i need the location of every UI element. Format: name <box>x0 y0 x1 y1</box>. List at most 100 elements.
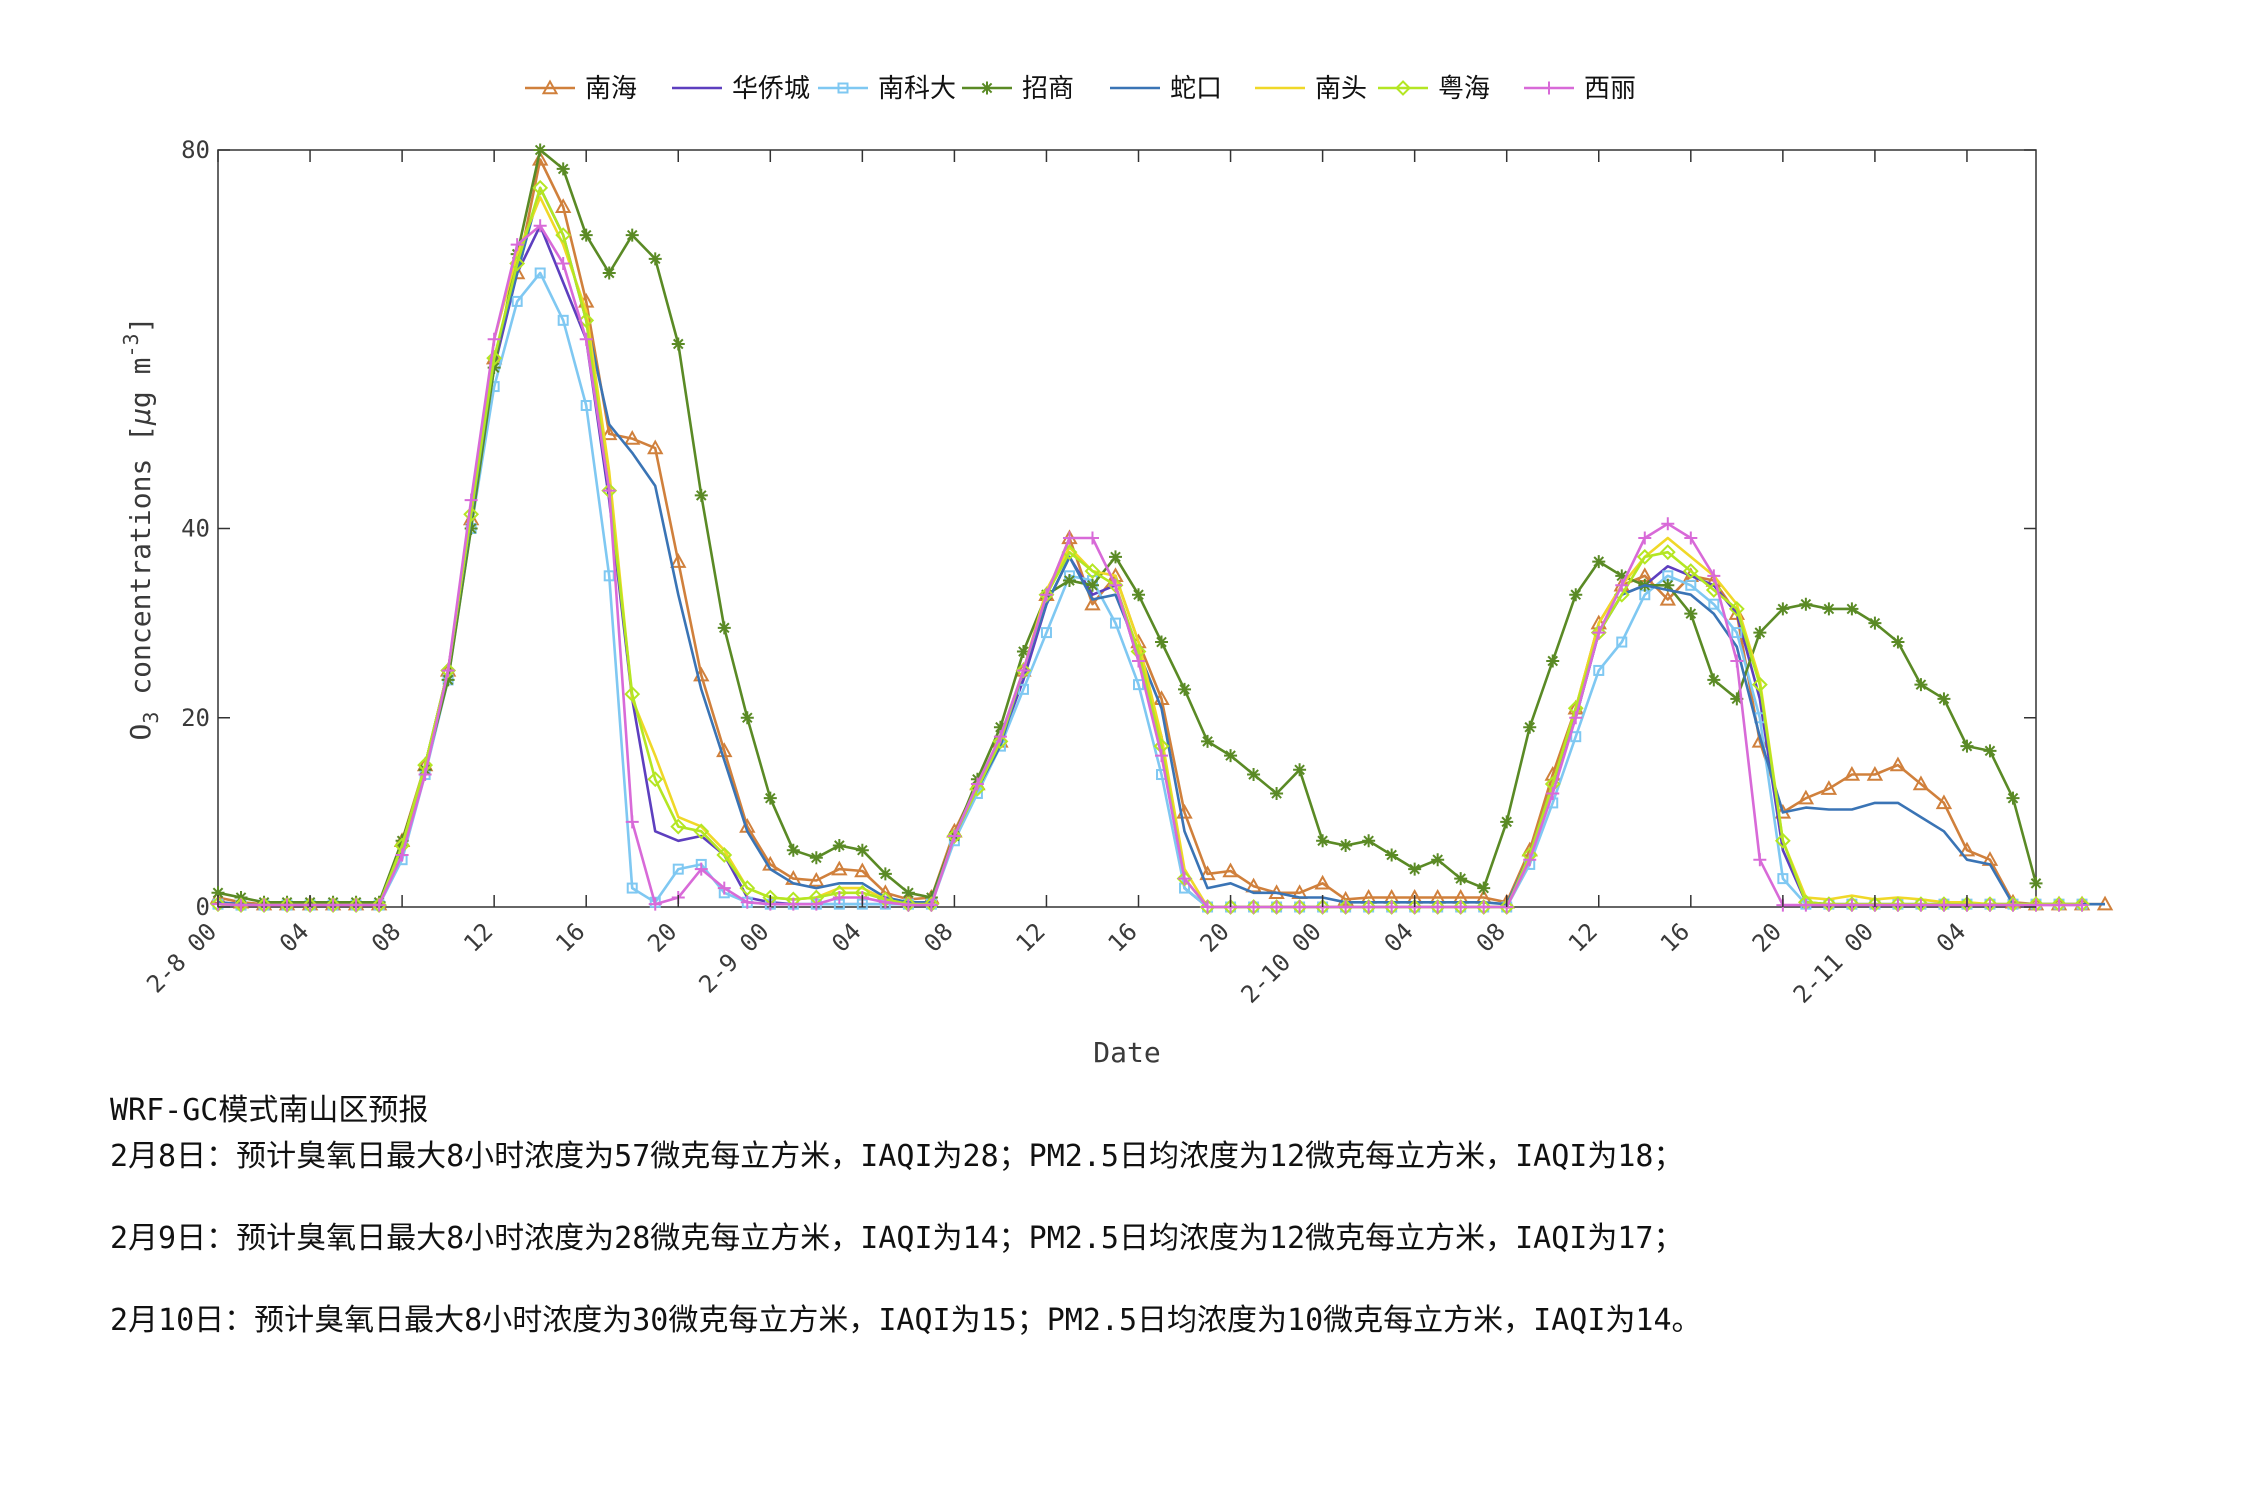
chart-legend: 南海 华侨城 南科大 招商 蛇口 南头 粤海 西丽 <box>525 74 1636 104</box>
data-point <box>2075 898 2089 912</box>
data-point <box>1707 673 1721 687</box>
data-point <box>1293 900 1307 914</box>
data-point <box>740 711 754 725</box>
data-point <box>1728 601 1745 617</box>
x-axis-label: Date <box>1093 1036 1160 1069</box>
data-point <box>648 897 662 911</box>
data-point <box>624 686 641 703</box>
data-point <box>534 267 546 279</box>
data-point <box>1731 627 1743 639</box>
data-point <box>1822 602 1836 616</box>
y-tick-label: 20 <box>181 704 210 732</box>
legend-label: 西丽 <box>1584 74 1636 104</box>
y-axis-label: O3 concentrations [μg m-3] <box>119 317 163 741</box>
data-point <box>603 570 615 582</box>
data-point <box>1546 786 1560 800</box>
data-point <box>1937 898 1951 912</box>
data-point <box>1339 900 1353 914</box>
y-tick-label: 80 <box>181 136 210 164</box>
data-point <box>993 720 1007 734</box>
data-point <box>1385 848 1399 862</box>
data-point <box>1084 563 1101 579</box>
data-point <box>693 823 710 840</box>
data-point <box>1912 775 1930 791</box>
data-point <box>1477 900 1491 914</box>
data-point <box>1569 711 1583 725</box>
data-point <box>1659 544 1676 561</box>
data-point <box>511 295 523 307</box>
data-point <box>878 895 892 909</box>
x-tick-label: 20 <box>1747 917 1787 957</box>
data-point <box>1155 749 1169 763</box>
data-point <box>831 860 848 876</box>
data-point <box>1314 874 1331 890</box>
data-point <box>1247 768 1261 782</box>
data-point <box>970 777 984 791</box>
data-point <box>763 791 777 805</box>
data-point <box>1362 900 1376 914</box>
x-tick-label: 2-10 00 <box>1236 917 1327 1008</box>
data-point <box>809 897 823 911</box>
data-point <box>510 238 524 252</box>
series-3 <box>211 143 2043 909</box>
data-point <box>1270 900 1284 914</box>
data-point <box>557 314 569 326</box>
data-point <box>579 228 593 242</box>
data-point <box>234 898 248 912</box>
x-tick-label: 2-8 00 <box>141 917 222 998</box>
data-point <box>1707 569 1721 583</box>
plot-frame <box>217 149 2037 908</box>
x-tick-label: 12 <box>1563 917 1603 957</box>
data-point <box>1684 607 1698 621</box>
series-line <box>217 224 2082 909</box>
data-point <box>1109 617 1121 629</box>
data-point <box>626 882 638 894</box>
data-point <box>739 880 756 896</box>
series-layer <box>209 143 2114 915</box>
data-point <box>1636 548 1653 565</box>
data-point <box>1659 590 1676 606</box>
data-point <box>533 219 547 233</box>
data-point <box>579 332 593 346</box>
data-point <box>924 898 938 912</box>
series-line <box>217 158 2105 906</box>
data-point <box>601 425 618 441</box>
data-point <box>1084 595 1101 611</box>
series-line <box>217 148 2038 904</box>
data-point <box>578 312 595 329</box>
data-point <box>786 843 800 857</box>
data-point <box>532 179 549 196</box>
legend-item: 南海 <box>525 74 637 104</box>
x-tick-label: 08 <box>918 917 958 957</box>
data-point <box>832 891 846 905</box>
data-point <box>533 143 547 157</box>
data-point <box>878 867 892 881</box>
series-4 <box>217 186 2105 907</box>
data-point <box>418 768 432 782</box>
data-point <box>1477 881 1491 895</box>
data-point <box>326 898 340 912</box>
legend-item: 招商 <box>962 74 1074 104</box>
data-point <box>1454 872 1468 886</box>
legend-label: 南海 <box>585 74 637 104</box>
data-point <box>1682 563 1699 579</box>
data-point <box>1132 654 1146 668</box>
data-point <box>486 350 503 367</box>
data-point <box>1247 900 1261 914</box>
data-point <box>280 898 294 912</box>
data-point <box>1845 602 1859 616</box>
data-point <box>395 834 409 848</box>
x-tick-label: 12 <box>458 917 498 957</box>
data-point <box>602 484 616 498</box>
y-label-mu: μ <box>124 408 157 426</box>
data-point <box>2006 898 2020 912</box>
data-point <box>992 733 1009 750</box>
data-point <box>993 730 1007 744</box>
data-point <box>1799 597 1813 611</box>
data-point <box>1500 815 1514 829</box>
data-point <box>1155 635 1169 649</box>
data-point <box>694 862 708 876</box>
legend-item: 华侨城 <box>672 74 810 104</box>
data-point <box>672 863 684 875</box>
data-point <box>211 886 225 900</box>
